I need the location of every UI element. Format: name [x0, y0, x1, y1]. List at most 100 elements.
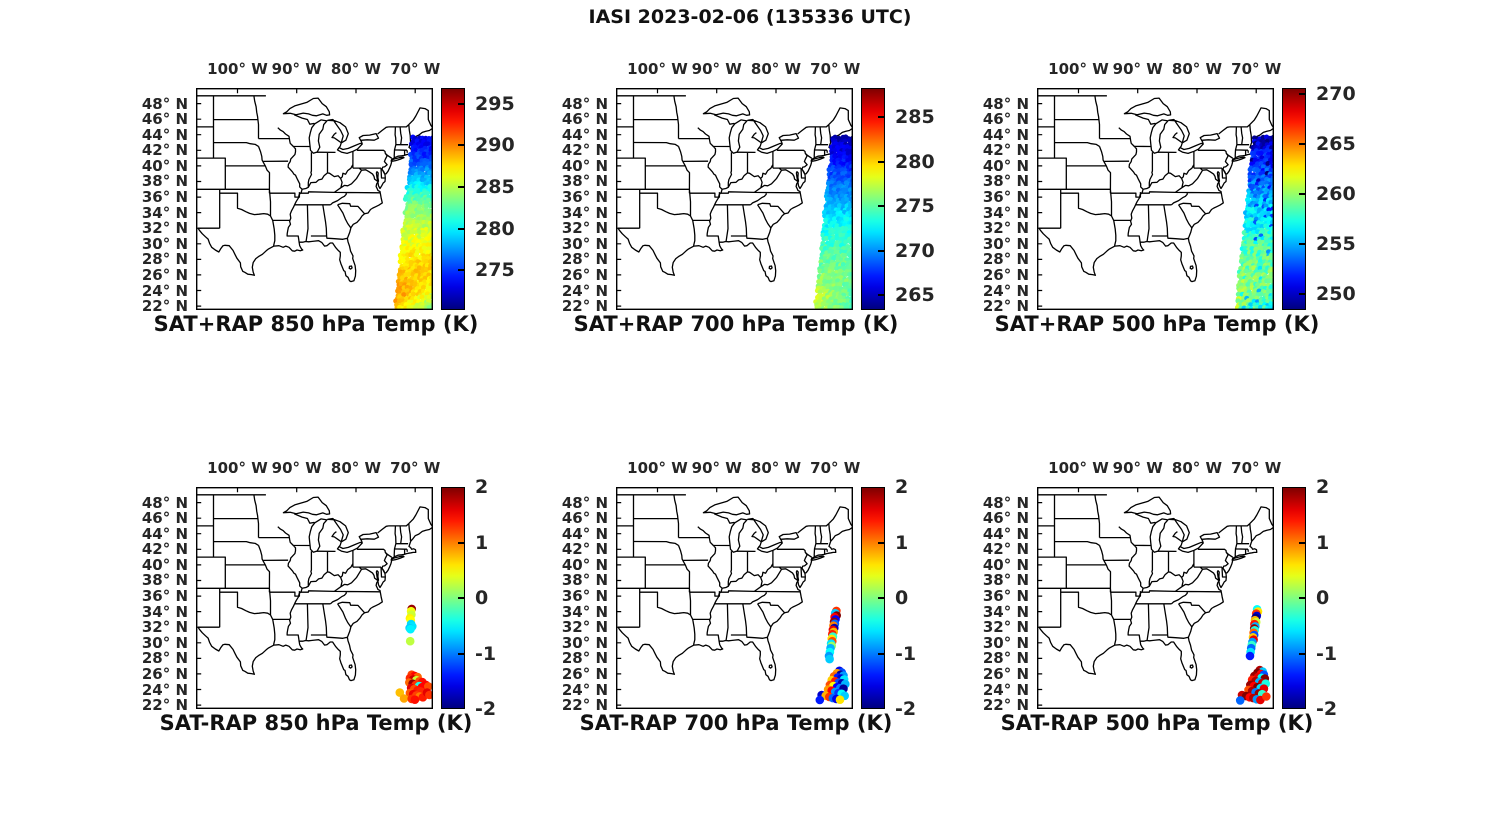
- data-point: [1235, 291, 1241, 297]
- data-point: [417, 255, 423, 261]
- colorbar-tick-label: 270: [1316, 83, 1356, 105]
- lon-tick-label: 80° W: [330, 60, 382, 78]
- lat-tick-label: 48° N: [141, 94, 188, 113]
- lon-tick-label: 90° W: [691, 60, 742, 78]
- lat-tick-label: 32° N: [982, 618, 1029, 637]
- data-point: [1258, 291, 1264, 297]
- lat-tick-label: 24° N: [982, 281, 1029, 300]
- colorbar-tick-mark: [878, 205, 884, 208]
- colorbar-tick-label: 1: [895, 531, 909, 554]
- lon-tick-label: 80° W: [750, 60, 802, 78]
- lat-tick-label: 38° N: [982, 172, 1029, 191]
- data-point: [416, 239, 422, 245]
- data-point: [1245, 222, 1251, 228]
- lat-tick-label: 38° N: [561, 571, 608, 590]
- data-point: [1264, 147, 1270, 153]
- great-lakes: [1123, 496, 1246, 669]
- data-point: [420, 284, 427, 291]
- lat-tick-label: 26° N: [141, 265, 188, 284]
- data-point: [420, 171, 426, 177]
- data-point: [405, 636, 415, 646]
- lat-tick-label: 40° N: [141, 555, 188, 574]
- data-point: [829, 249, 835, 255]
- panel-title: SAT+RAP 850 hPa Temp (K): [153, 312, 479, 336]
- colorbar-tick-label: 2: [1316, 476, 1330, 498]
- lat-tick-label: 44° N: [982, 524, 1029, 543]
- data-point: [1247, 167, 1253, 173]
- data-point: [406, 624, 415, 634]
- colorbar-tick-label: 280: [895, 150, 935, 173]
- lat-tick-label: 40° N: [561, 555, 608, 574]
- state-borders: [196, 494, 433, 682]
- colorbar-tick-mark: [458, 102, 464, 105]
- lon-tick-label: 70° W: [810, 459, 861, 477]
- lat-tick-label: 32° N: [141, 618, 188, 637]
- lat-tick-label: 38° N: [141, 172, 188, 191]
- data-point: [835, 695, 845, 704]
- lon-tick-label: 100° W: [207, 60, 268, 78]
- data-point: [830, 265, 836, 271]
- data-point: [841, 252, 848, 259]
- data-point: [413, 304, 419, 310]
- colorbar-tick-mark: [458, 652, 464, 655]
- lat-tick-label: 36° N: [141, 188, 188, 207]
- panel-sat-minus-rap-850: 100° W 90° W 80° W 70° W 48° N 46° N 44° N 42°…: [120, 457, 540, 787]
- lat-tick-label: 46° N: [141, 509, 188, 528]
- lon-tick-label: 90° W: [1112, 60, 1163, 78]
- map-frame: [196, 88, 433, 310]
- lat-tick-label: 34° N: [141, 602, 188, 621]
- lat-tick-label: 30° N: [561, 234, 608, 253]
- colorbar-tick-label: -1: [475, 642, 497, 665]
- data-point: [1249, 193, 1255, 199]
- data-point: [424, 190, 430, 196]
- data-point: [400, 258, 406, 264]
- colorbar-tick-label: 295: [475, 92, 515, 115]
- map-frame: [1037, 88, 1274, 310]
- great-lakes: [702, 97, 825, 270]
- data-point: [826, 167, 832, 173]
- observation-swath: [813, 134, 853, 310]
- colorbar-tick-label: -1: [1316, 642, 1338, 665]
- colorbar-tick-label: 290: [475, 134, 515, 157]
- lat-tick-label: 32° N: [561, 219, 608, 238]
- data-point: [1265, 160, 1271, 167]
- lat-tick-label: 26° N: [561, 664, 608, 683]
- lat-tick-label: 22° N: [982, 696, 1029, 715]
- lon-tick-label: 90° W: [271, 60, 322, 78]
- lat-tick-label: 28° N: [561, 649, 608, 668]
- lat-tick-label: 42° N: [141, 540, 188, 559]
- axis-ticks: [196, 88, 416, 307]
- lon-tick-label: 70° W: [1231, 459, 1282, 477]
- data-point: [827, 223, 834, 229]
- lat-tick-label: 38° N: [982, 571, 1029, 590]
- data-point: [844, 197, 850, 203]
- data-point: [1260, 170, 1266, 176]
- difference-scatter: [395, 604, 433, 704]
- data-point: [409, 229, 415, 235]
- colorbar-tick-mark: [878, 160, 884, 163]
- colorbar-tick-mark: [1299, 93, 1305, 95]
- colorbar-tick-mark: [458, 185, 464, 188]
- lon-tick-label: 90° W: [271, 459, 322, 477]
- colorbar: [861, 88, 885, 310]
- lat-tick-label: 46° N: [982, 509, 1029, 528]
- data-point: [826, 275, 832, 281]
- axis-ticks: [1037, 88, 1257, 307]
- colorbar-tick-mark: [1299, 243, 1305, 245]
- panel-sat-plus-rap-850: 100° W 90° W 80° W 70° W 48° N 46° N 44° N 42°…: [120, 58, 540, 388]
- data-point: [1246, 239, 1252, 245]
- data-point: [1245, 282, 1251, 288]
- lon-tick-label: 80° W: [1171, 60, 1223, 78]
- panel-sat-plus-rap-700: 100° W 90° W 80° W 70° W 48° N 46° N 44° N 42°…: [540, 58, 960, 388]
- data-point: [1262, 692, 1271, 701]
- colorbar-tick-mark: [878, 293, 884, 296]
- us-basemap: [1037, 487, 1274, 706]
- lat-tick-label: 32° N: [982, 219, 1029, 238]
- lat-tick-label: 48° N: [561, 493, 608, 512]
- map-frame: [196, 487, 433, 709]
- map-frame: [1037, 487, 1274, 709]
- lat-tick-label: 22° N: [982, 297, 1029, 316]
- lat-tick-label: 34° N: [141, 203, 188, 222]
- colorbar-tick-mark: [1299, 143, 1305, 145]
- lat-tick-label: 46° N: [561, 509, 608, 528]
